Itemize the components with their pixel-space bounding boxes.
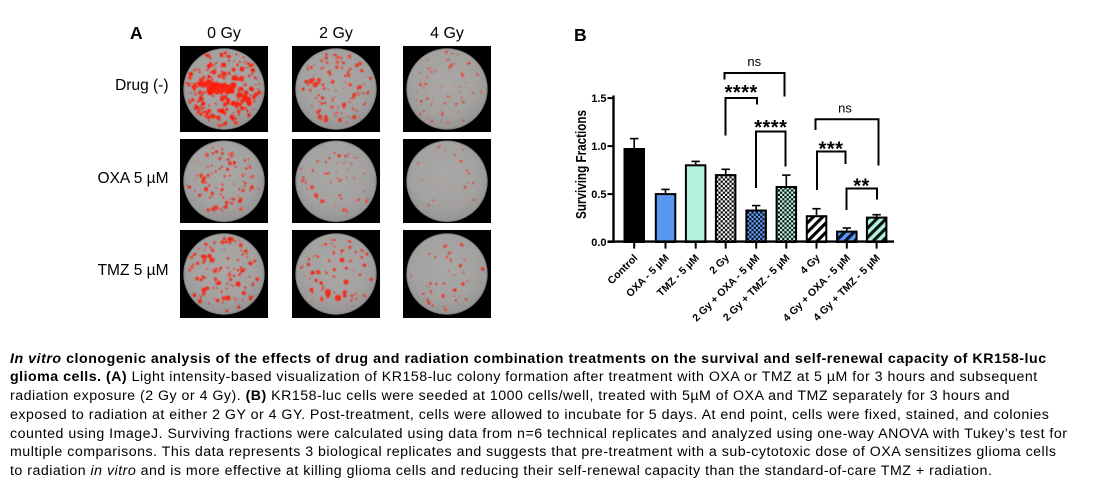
svg-text:****: **** xyxy=(725,82,758,104)
svg-text:Surviving Fractions: Surviving Fractions xyxy=(573,110,590,219)
svg-text:ns: ns xyxy=(747,54,761,69)
svg-text:0.5: 0.5 xyxy=(591,189,606,201)
svg-text:1.0: 1.0 xyxy=(591,141,606,153)
svg-text:2 Gy: 2 Gy xyxy=(707,252,732,277)
svg-text:***: *** xyxy=(819,138,844,160)
svg-text:1.5: 1.5 xyxy=(591,93,606,105)
svg-text:****: **** xyxy=(754,117,787,139)
svg-text:**: ** xyxy=(853,175,870,197)
svg-text:ns: ns xyxy=(838,101,852,116)
svg-text:0.0: 0.0 xyxy=(591,237,606,249)
svg-text:4 Gy: 4 Gy xyxy=(798,252,823,277)
